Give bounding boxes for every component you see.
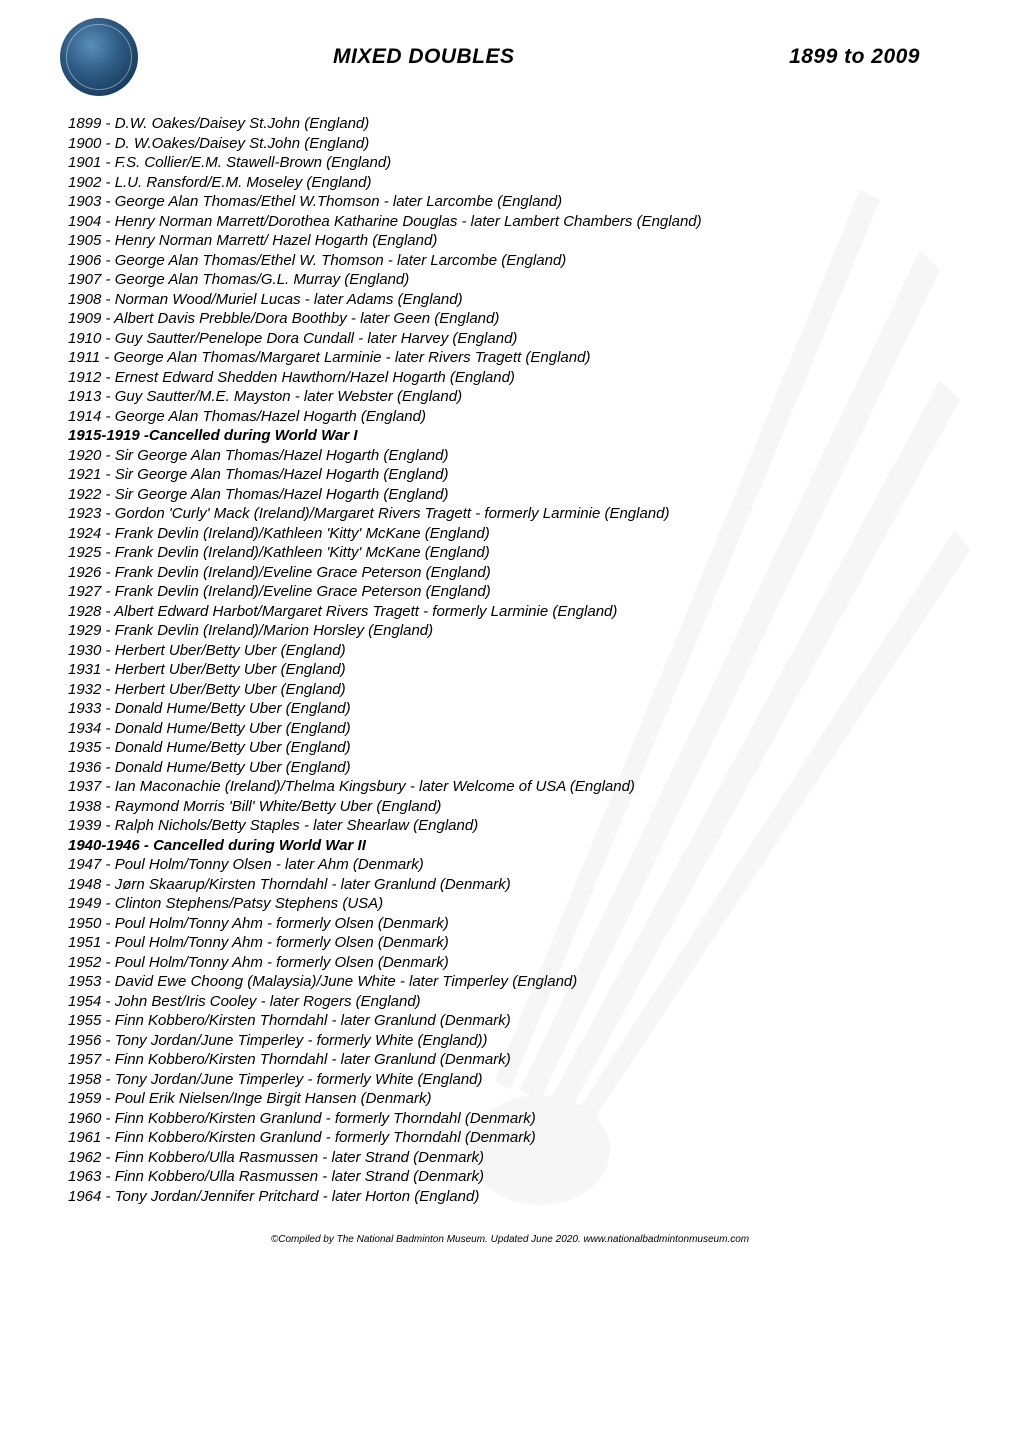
list-item: 1936 - Donald Hume/Betty Uber (England) (68, 758, 960, 778)
list-item: 1906 - George Alan Thomas/Ethel W. Thoms… (68, 251, 960, 271)
list-item: 1949 - Clinton Stephens/Patsy Stephens (… (68, 894, 960, 914)
list-item: 1909 - Albert Davis Prebble/Dora Boothby… (68, 309, 960, 329)
list-item: 1911 - George Alan Thomas/Margaret Larmi… (68, 348, 960, 368)
list-item: 1908 - Norman Wood/Muriel Lucas - later … (68, 290, 960, 310)
date-range: 1899 to 2009 (789, 45, 920, 69)
list-item: 1937 - Ian Maconachie (Ireland)/Thelma K… (68, 777, 960, 797)
list-item: 1960 - Finn Kobbero/Kirsten Granlund - f… (68, 1109, 960, 1129)
list-item: 1929 - Frank Devlin (Ireland)/Marion Hor… (68, 621, 960, 641)
winners-list: 1899 - D.W. Oakes/Daisey St.John (Englan… (60, 114, 960, 1206)
list-item: 1925 - Frank Devlin (Ireland)/Kathleen '… (68, 543, 960, 563)
list-item: 1947 - Poul Holm/Tonny Olsen - later Ahm… (68, 855, 960, 875)
list-item: 1926 - Frank Devlin (Ireland)/Eveline Gr… (68, 563, 960, 583)
list-item: 1904 - Henry Norman Marrett/Dorothea Kat… (68, 212, 960, 232)
list-item: 1940-1946 - Cancelled during World War I… (68, 836, 960, 856)
list-item: 1933 - Donald Hume/Betty Uber (England) (68, 699, 960, 719)
page-header: MIXED DOUBLES 1899 to 2009 (60, 18, 960, 96)
list-item: 1964 - Tony Jordan/Jennifer Pritchard - … (68, 1187, 960, 1207)
list-item: 1914 - George Alan Thomas/Hazel Hogarth … (68, 407, 960, 427)
list-item: 1963 - Finn Kobbero/Ulla Rasmussen - lat… (68, 1167, 960, 1187)
list-item: 1924 - Frank Devlin (Ireland)/Kathleen '… (68, 524, 960, 544)
list-item: 1923 - Gordon 'Curly' Mack (Ireland)/Mar… (68, 504, 960, 524)
list-item: 1928 - Albert Edward Harbot/Margaret Riv… (68, 602, 960, 622)
list-item: 1903 - George Alan Thomas/Ethel W.Thomso… (68, 192, 960, 212)
list-item: 1939 - Ralph Nichols/Betty Staples - lat… (68, 816, 960, 836)
list-item: 1920 - Sir George Alan Thomas/Hazel Hoga… (68, 446, 960, 466)
list-item: 1900 - D. W.Oakes/Daisey St.John (Englan… (68, 134, 960, 154)
list-item: 1934 - Donald Hume/Betty Uber (England) (68, 719, 960, 739)
list-item: 1935 - Donald Hume/Betty Uber (England) (68, 738, 960, 758)
copyright-footer: ©Compiled by The National Badminton Muse… (60, 1234, 960, 1245)
list-item: 1948 - Jørn Skaarup/Kirsten Thorndahl - … (68, 875, 960, 895)
page-title: MIXED DOUBLES (333, 45, 515, 69)
list-item: 1910 - Guy Sautter/Penelope Dora Cundall… (68, 329, 960, 349)
list-item: 1954 - John Best/Iris Cooley - later Rog… (68, 992, 960, 1012)
list-item: 1930 - Herbert Uber/Betty Uber (England) (68, 641, 960, 661)
list-item: 1905 - Henry Norman Marrett/ Hazel Hogar… (68, 231, 960, 251)
list-item: 1932 - Herbert Uber/Betty Uber (England) (68, 680, 960, 700)
list-item: 1952 - Poul Holm/Tonny Ahm - formerly Ol… (68, 953, 960, 973)
list-item: 1922 - Sir George Alan Thomas/Hazel Hoga… (68, 485, 960, 505)
list-item: 1915-1919 -Cancelled during World War I (68, 426, 960, 446)
list-item: 1959 - Poul Erik Nielsen/Inge Birgit Han… (68, 1089, 960, 1109)
list-item: 1902 - L.U. Ransford/E.M. Moseley (Engla… (68, 173, 960, 193)
list-item: 1950 - Poul Holm/Tonny Ahm - formerly Ol… (68, 914, 960, 934)
list-item: 1961 - Finn Kobbero/Kirsten Granlund - f… (68, 1128, 960, 1148)
list-item: 1962 - Finn Kobbero/Ulla Rasmussen - lat… (68, 1148, 960, 1168)
list-item: 1899 - D.W. Oakes/Daisey St.John (Englan… (68, 114, 960, 134)
list-item: 1907 - George Alan Thomas/G.L. Murray (E… (68, 270, 960, 290)
list-item: 1956 - Tony Jordan/June Timperley - form… (68, 1031, 960, 1051)
list-item: 1951 - Poul Holm/Tonny Ahm - formerly Ol… (68, 933, 960, 953)
list-item: 1957 - Finn Kobbero/Kirsten Thorndahl - … (68, 1050, 960, 1070)
list-item: 1913 - Guy Sautter/M.E. Mayston - later … (68, 387, 960, 407)
list-item: 1927 - Frank Devlin (Ireland)/Eveline Gr… (68, 582, 960, 602)
list-item: 1958 - Tony Jordan/June Timperley - form… (68, 1070, 960, 1090)
list-item: 1955 - Finn Kobbero/Kirsten Thorndahl - … (68, 1011, 960, 1031)
list-item: 1938 - Raymond Morris 'Bill' White/Betty… (68, 797, 960, 817)
list-item: 1912 - Ernest Edward Shedden Hawthorn/Ha… (68, 368, 960, 388)
list-item: 1901 - F.S. Collier/E.M. Stawell-Brown (… (68, 153, 960, 173)
list-item: 1921 - Sir George Alan Thomas/Hazel Hoga… (68, 465, 960, 485)
badminton-museum-logo (60, 18, 138, 96)
list-item: 1953 - David Ewe Choong (Malaysia)/June … (68, 972, 960, 992)
list-item: 1931 - Herbert Uber/Betty Uber (England) (68, 660, 960, 680)
